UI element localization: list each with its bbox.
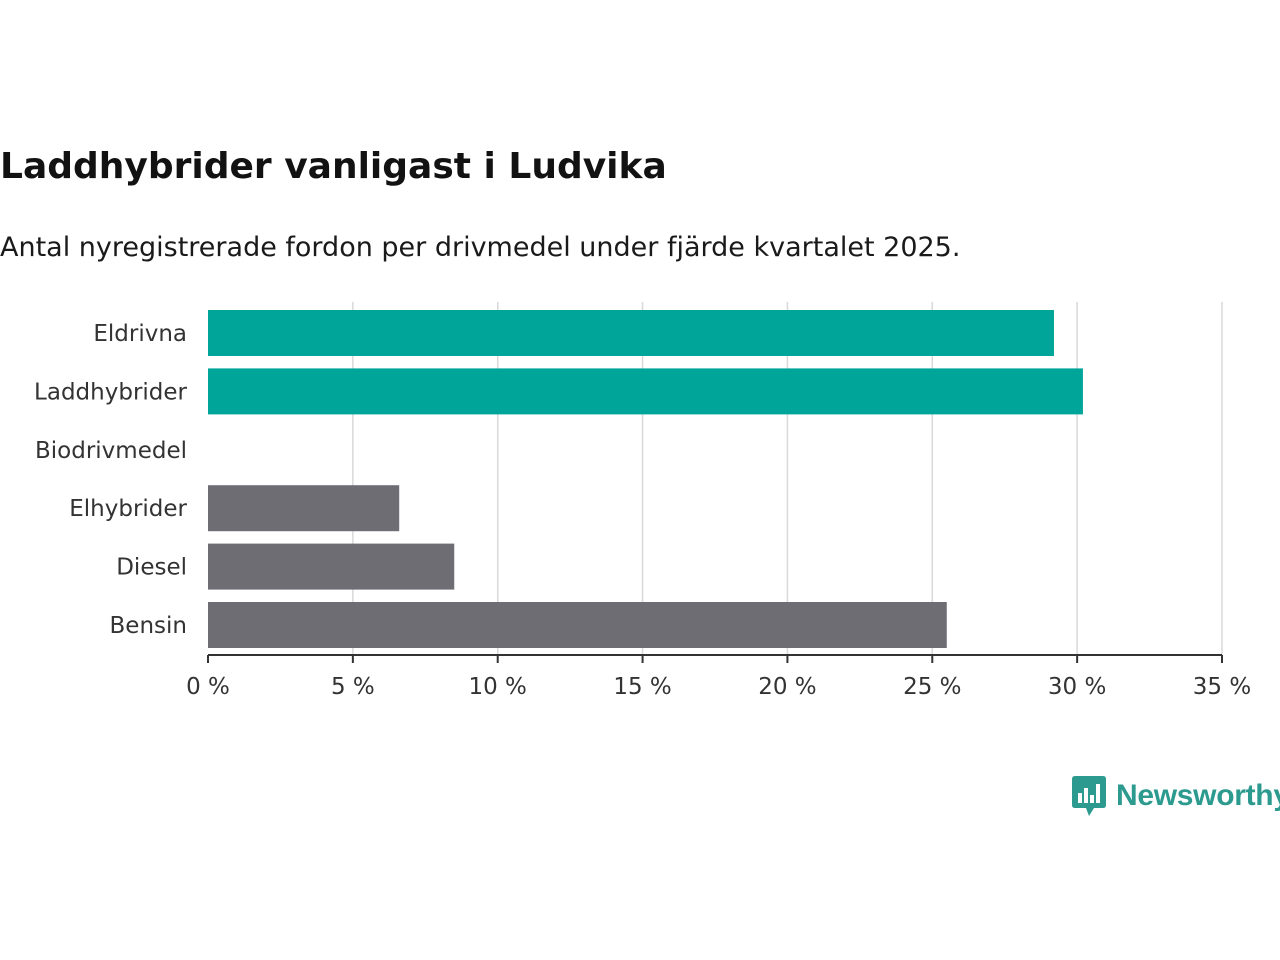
bar-laddhybrider (208, 368, 1083, 415)
brand-name: Newsworthy (1116, 779, 1280, 812)
bar-bensin (208, 602, 947, 648)
chart-title: Laddhybrider vanligast i Ludvika (0, 146, 667, 187)
category-label: Elhybrider (69, 496, 187, 522)
bar-eldrivna (208, 310, 1054, 356)
x-tick-label: 20 % (758, 674, 816, 700)
x-tick-label: 0 % (186, 674, 230, 700)
gridlines (352, 302, 1223, 655)
x-tick-label: 25 % (903, 674, 961, 700)
category-labels: Eldrivna Laddhybrider Biodrivmedel Elhybrid… (34, 321, 187, 639)
bars (208, 310, 1083, 648)
x-tick-label: 30 % (1048, 674, 1106, 700)
category-label: Eldrivna (93, 321, 187, 347)
bar-elhybrider (208, 485, 400, 532)
x-tick-label: 5 % (331, 674, 375, 700)
category-label: Biodrivmedel (35, 438, 187, 464)
bar-diesel (208, 543, 455, 590)
bar-chart-speech-bubble-icon (1072, 776, 1106, 816)
x-axis: 0 % 5 % 10 % 15 % 20 % 25 % 30 % 35 % (186, 654, 1251, 700)
chart-subtitle: Antal nyregistrerade fordon per drivmede… (0, 232, 961, 263)
newsworthy-logo: Newsworthy (1072, 776, 1280, 816)
x-tick-label: 10 % (468, 674, 526, 700)
x-tick-label: 35 % (1193, 674, 1251, 700)
category-label: Bensin (110, 613, 187, 639)
x-tick-label: 15 % (613, 674, 671, 700)
category-label: Diesel (116, 555, 187, 581)
category-label: Laddhybrider (34, 379, 187, 405)
